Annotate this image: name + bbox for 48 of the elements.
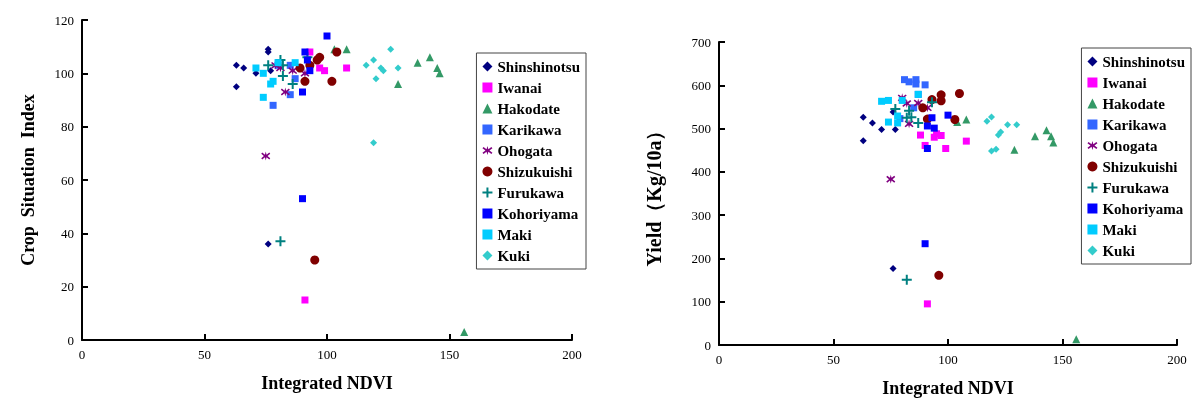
y-tick-label: 80 [61, 119, 74, 135]
x-tick-label: 100 [317, 347, 337, 362]
y-axis-title: Crop Situation Index [18, 94, 38, 266]
y-tick-label: 0 [67, 332, 74, 348]
y-tick-label: 100 [54, 65, 74, 81]
y-tick-label: 400 [691, 164, 711, 180]
x-axis-title: Integrated NDVI [882, 378, 1014, 398]
y-tick-label: 20 [61, 279, 74, 295]
legend-label: Kohoriyama [1102, 200, 1184, 217]
legend-label: Ohogata [1102, 137, 1158, 154]
y-tick-label: 300 [691, 207, 711, 223]
y-tick-label: 200 [691, 250, 711, 266]
y-tick-label: 40 [61, 225, 74, 241]
legend-label: Kohoriyama [497, 205, 579, 222]
x-tick-label: 50 [198, 347, 211, 362]
y-tick-label: 600 [691, 77, 711, 93]
x-tick-label: 50 [827, 352, 840, 367]
x-tick-label: 0 [78, 347, 86, 362]
legend-label: Shizukuishi [497, 163, 573, 180]
legend-label: Kuki [1102, 242, 1135, 259]
legend-label: Iwanai [497, 79, 542, 96]
legend-label: Maki [1102, 221, 1137, 238]
legend-label: Shizukuishi [1102, 158, 1178, 175]
x-axis-title: Integrated NDVI [261, 373, 393, 393]
x-tick-label: 200 [562, 347, 582, 362]
x-tick-label: 0 [715, 352, 723, 367]
legend-label: Hakodate [1102, 95, 1166, 112]
legend-label: Hakodate [497, 100, 561, 117]
legend-label: Shinshinotsu [497, 58, 580, 75]
y-tick-label: 100 [691, 294, 711, 310]
legend-label: Furukawa [497, 184, 565, 201]
y-axis-title: Yield（Kg/10a） [643, 120, 666, 267]
legend-label: Ohogata [497, 142, 553, 159]
legend-label: Kuki [497, 247, 530, 264]
x-tick-label: 150 [1052, 352, 1073, 367]
legend-label: Shinshinotsu [1102, 53, 1185, 70]
x-tick-label: 100 [938, 352, 958, 367]
legend-label: Karikawa [497, 121, 563, 138]
legend-label: Karikawa [1102, 116, 1168, 133]
legend-label: Iwanai [1102, 74, 1147, 91]
legend-label: Furukawa [1102, 179, 1170, 196]
y-tick-label: 60 [61, 172, 74, 188]
x-tick-label: 200 [1167, 352, 1187, 367]
y-tick-label: 700 [691, 34, 711, 50]
legend-label: Maki [497, 226, 532, 243]
y-tick-label: 120 [54, 12, 74, 28]
x-tick-label: 150 [439, 347, 460, 362]
y-tick-label: 500 [691, 121, 711, 137]
